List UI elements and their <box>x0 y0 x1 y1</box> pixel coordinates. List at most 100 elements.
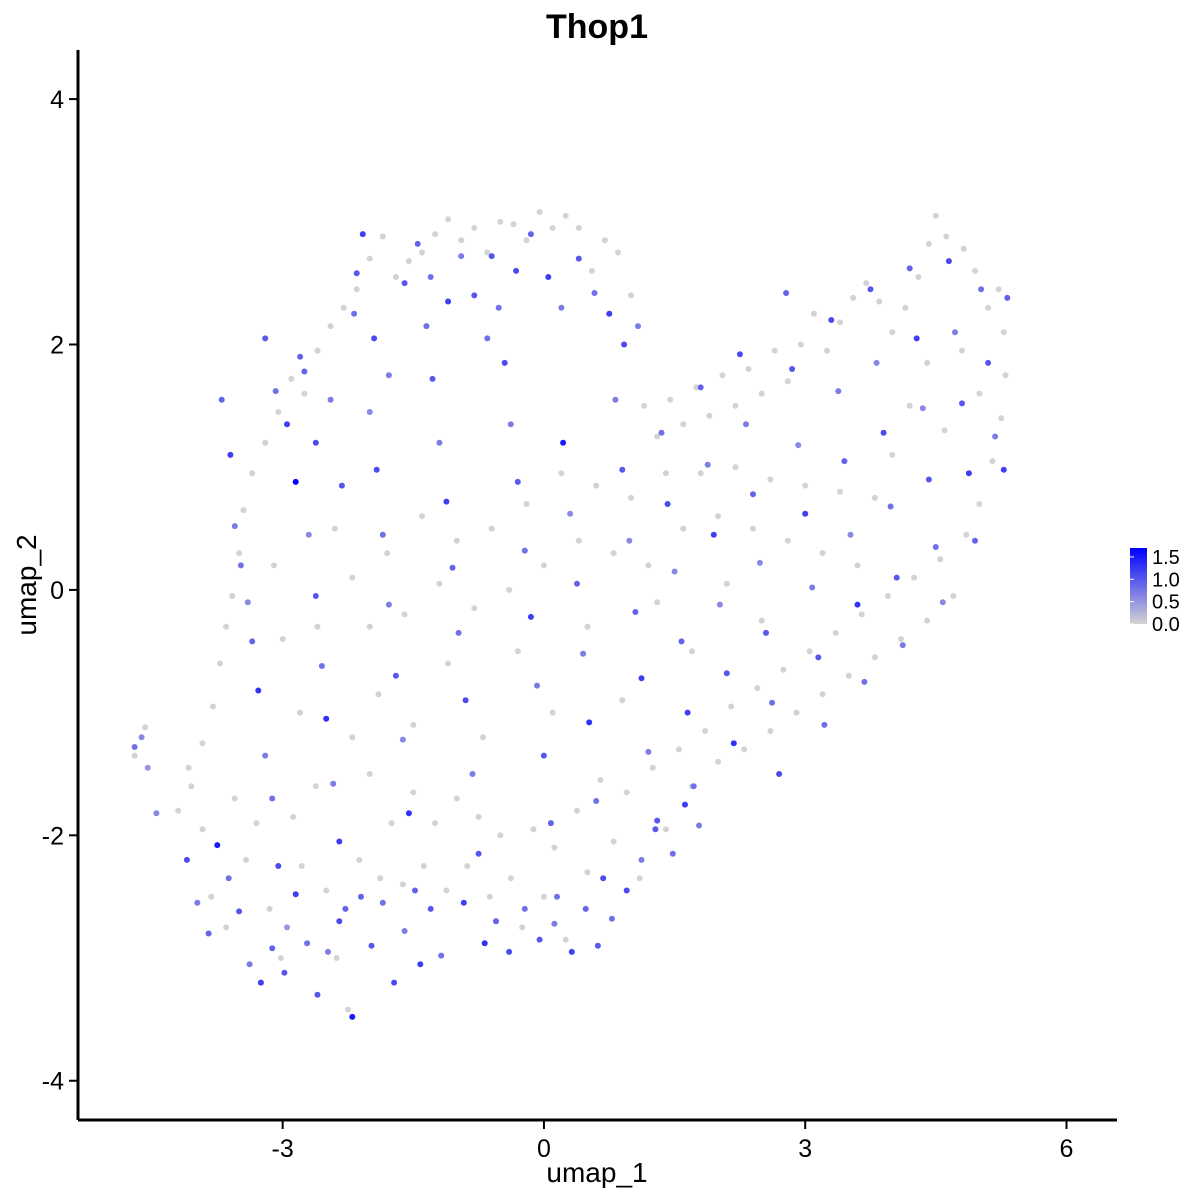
data-point <box>610 838 617 845</box>
colorbar-legend: 0.00.51.01.5 <box>1130 547 1180 636</box>
data-point <box>754 685 761 692</box>
data-point <box>549 709 556 716</box>
data-point <box>410 721 417 728</box>
data-point <box>750 491 756 498</box>
data-point <box>471 605 478 612</box>
data-point <box>521 547 528 554</box>
data-point <box>654 599 661 606</box>
data-point <box>366 771 373 777</box>
data-point <box>784 378 791 385</box>
data-point <box>675 746 682 753</box>
data-point <box>205 930 212 937</box>
data-point <box>593 482 600 489</box>
data-point <box>784 537 791 544</box>
data-point <box>621 341 628 348</box>
data-point <box>443 498 450 505</box>
data-point <box>745 366 752 372</box>
data-point <box>359 231 366 238</box>
data-point <box>185 764 192 771</box>
data-point <box>716 601 723 608</box>
data-point <box>379 899 386 906</box>
data-point <box>594 942 601 949</box>
data-point <box>795 442 802 449</box>
data-point <box>460 899 467 906</box>
data-point <box>780 666 787 673</box>
data-point <box>1000 329 1007 336</box>
data-point <box>706 412 713 419</box>
data-point <box>558 304 565 311</box>
data-point <box>336 918 343 925</box>
data-point <box>345 1006 351 1013</box>
data-point <box>925 476 932 483</box>
data-point <box>412 887 418 894</box>
data-point <box>279 636 286 642</box>
data-point <box>871 654 878 661</box>
data-point <box>349 1013 356 1020</box>
data-point <box>401 280 408 287</box>
data-point <box>976 501 983 507</box>
data-point <box>231 795 238 802</box>
data-point <box>271 562 277 569</box>
data-point <box>458 237 465 244</box>
data-point <box>253 820 260 827</box>
data-point <box>312 593 319 599</box>
data-point <box>237 562 244 569</box>
data-point <box>353 270 360 277</box>
x-axis-label: umap_1 <box>546 1157 647 1188</box>
data-point <box>702 728 709 734</box>
data-point <box>385 601 392 608</box>
data-point <box>574 580 580 587</box>
data-point <box>636 875 643 882</box>
data-point <box>626 537 633 544</box>
data-point <box>623 887 630 894</box>
data-point <box>658 429 665 436</box>
data-point <box>898 636 904 642</box>
data-point <box>464 863 471 869</box>
data-point <box>530 826 537 833</box>
x-tick-label: -3 <box>272 1135 294 1163</box>
y-tick-label: 2 <box>50 331 64 359</box>
data-point <box>353 286 360 293</box>
data-point <box>506 948 513 955</box>
data-point <box>484 335 491 342</box>
data-point <box>854 562 861 569</box>
data-point <box>889 451 896 458</box>
x-tick-label: 6 <box>1060 1135 1074 1163</box>
data-point <box>540 893 547 900</box>
data-point <box>325 948 331 955</box>
data-point <box>697 384 704 391</box>
data-point <box>453 795 460 802</box>
data-point <box>445 298 452 305</box>
data-point <box>469 771 476 777</box>
data-point <box>314 991 321 998</box>
data-point <box>554 893 560 900</box>
data-point <box>275 863 282 869</box>
data-point <box>429 375 436 382</box>
data-point <box>915 274 922 280</box>
data-point <box>392 672 399 679</box>
data-point <box>635 323 641 330</box>
data-point <box>560 439 567 446</box>
data-point <box>414 240 421 247</box>
data-point <box>371 335 378 342</box>
data-point <box>217 660 223 667</box>
data-point <box>210 703 216 710</box>
data-point <box>443 887 450 894</box>
data-point <box>545 274 552 280</box>
data-point <box>919 405 926 412</box>
data-point <box>527 231 534 238</box>
data-point <box>399 881 406 888</box>
data-point <box>275 409 282 415</box>
data-point <box>950 593 957 599</box>
data-point <box>776 771 783 777</box>
data-point <box>906 265 913 272</box>
data-point <box>662 470 669 477</box>
data-point <box>832 629 839 636</box>
data-point <box>743 421 749 428</box>
data-point <box>330 780 337 787</box>
data-point <box>471 292 478 299</box>
data-point <box>925 240 932 247</box>
data-point <box>540 752 547 759</box>
data-point <box>873 359 880 366</box>
data-point <box>236 550 243 557</box>
